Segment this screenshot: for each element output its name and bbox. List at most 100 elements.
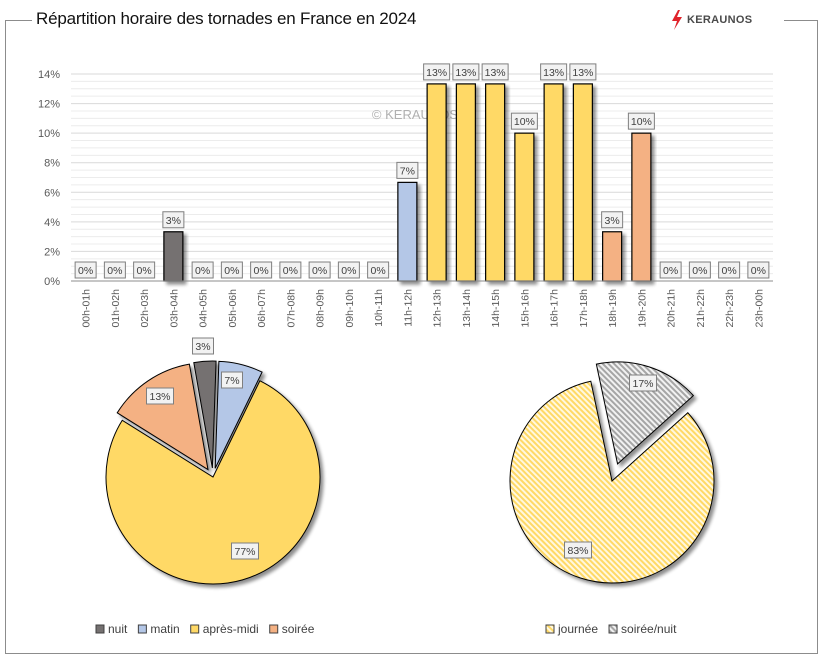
pie-slice-nuit xyxy=(193,360,217,469)
frame-top-right xyxy=(784,20,817,21)
x-tick-label: 00h-01h xyxy=(81,289,93,328)
legend-label-journee: journée xyxy=(557,622,598,636)
x-tick-label: 01h-02h xyxy=(110,289,122,328)
pie-data-label-nuit: 3% xyxy=(195,341,210,353)
bar-data-label: 10% xyxy=(631,116,652,128)
data-label-box xyxy=(423,63,451,81)
bar-data-label: 0% xyxy=(663,265,678,277)
bar-data-labels: 0% 0% 0% 3% 0% 0% 0% 0% 0% 0% 0% 7% 13% 13% 13% 10% 13% 1… xyxy=(74,63,770,279)
legend-swatch-soiree xyxy=(269,624,279,634)
data-label-box xyxy=(279,261,302,279)
data-label-box xyxy=(191,261,214,279)
data-label-box xyxy=(337,261,360,279)
lightning-bolt-icon xyxy=(672,10,682,30)
y-tick-label: 4% xyxy=(44,217,60,229)
bar-16h-17h xyxy=(543,83,564,282)
period-pie-legend: nuit matin après-midi soirée xyxy=(95,622,315,636)
data-label-box xyxy=(74,261,97,279)
pie-data-label-apres_midi: 77% xyxy=(234,546,255,558)
period-pie-chart: 3% 7% 77% 13% xyxy=(105,337,321,585)
data-label-box xyxy=(688,261,711,279)
x-tick-label: 10h-11h xyxy=(373,289,385,327)
frame-top-left xyxy=(5,20,33,21)
bar-13h-14h xyxy=(455,83,476,282)
y-tick-label: 8% xyxy=(44,158,60,170)
bars xyxy=(163,83,652,282)
x-tick-label: 02h-03h xyxy=(139,289,151,328)
data-label-box xyxy=(481,63,509,81)
pie-label-box xyxy=(629,374,657,392)
y-tick-label: 2% xyxy=(44,246,60,258)
legend-label-soiree: soirée xyxy=(282,622,315,636)
data-label-box xyxy=(569,63,597,81)
day-night-pie-legend: journée soirée/nuit xyxy=(545,622,677,636)
data-label-box xyxy=(510,112,538,130)
bar-data-label: 10% xyxy=(514,116,535,128)
bar-data-label: 0% xyxy=(312,265,327,277)
bar-12h-13h xyxy=(426,83,447,282)
bar-data-label: 0% xyxy=(254,265,269,277)
bar-11h-12h xyxy=(397,181,418,282)
x-tick-label: 05h-06h xyxy=(227,289,239,328)
bar-data-label: 0% xyxy=(195,265,210,277)
x-tick-label: 16h-17h xyxy=(549,289,561,328)
x-tick-label: 23h-00h xyxy=(753,289,765,328)
bar-data-label: 13% xyxy=(455,67,476,79)
data-label-box xyxy=(220,261,243,279)
gridlines xyxy=(71,73,773,275)
legend-swatch-soiree_nuit xyxy=(608,624,618,634)
bar-data-label: 0% xyxy=(107,265,122,277)
keraunos-logo: KERAUNOS xyxy=(665,10,759,30)
y-tick-label: 10% xyxy=(38,128,60,140)
bar-data-label: 13% xyxy=(426,67,447,79)
pie-label-box xyxy=(192,337,214,355)
bar-data-label: 0% xyxy=(722,265,737,277)
x-tick-label: 07h-08h xyxy=(285,289,297,328)
day-night-pie-chart: 17% 83% xyxy=(509,361,715,584)
legend-swatch-apres_midi xyxy=(190,624,200,634)
bar-data-label: 13% xyxy=(485,67,506,79)
data-label-box xyxy=(718,261,741,279)
legend-swatch-nuit xyxy=(95,624,105,634)
legend-swatch-matin xyxy=(137,624,147,634)
x-tick-label: 03h-04h xyxy=(168,289,180,328)
y-tick-label: 6% xyxy=(44,187,60,199)
bar-17h-18h xyxy=(572,83,593,282)
bar-data-label: 13% xyxy=(543,67,564,79)
y-tick-label: 12% xyxy=(38,99,60,111)
x-tick-label: 19h-20h xyxy=(636,289,648,328)
x-tick-label: 22h-23h xyxy=(724,289,736,328)
bar-15h-16h xyxy=(514,132,535,282)
legend-label-matin: matin xyxy=(150,622,179,636)
bar-03h-04h xyxy=(163,231,184,282)
bar-data-label: 0% xyxy=(751,265,766,277)
legend-swatch-journee xyxy=(545,624,555,634)
legend-label-soiree_nuit: soirée/nuit xyxy=(621,622,677,636)
bar-data-label: 3% xyxy=(605,215,620,227)
x-tick-label: 20h-21h xyxy=(666,289,678,328)
bar-data-label: 0% xyxy=(137,265,152,277)
y-tick-label: 14% xyxy=(38,69,60,81)
data-label-box xyxy=(308,261,331,279)
pie-slice-apres_midi xyxy=(105,380,321,585)
x-tick-label: 18h-19h xyxy=(607,289,619,328)
bar-14h-15h xyxy=(485,83,506,282)
x-tick-label: 15h-16h xyxy=(519,289,531,328)
chart-title: Répartition horaire des tornades en Fran… xyxy=(32,9,421,29)
data-label-box xyxy=(250,261,273,279)
pie-label-box xyxy=(231,542,259,560)
data-label-box xyxy=(659,261,682,279)
data-label-box xyxy=(452,63,480,81)
bar-19h-20h xyxy=(631,132,652,282)
bar-data-label: 0% xyxy=(283,265,298,277)
bar-data-label: 0% xyxy=(341,265,356,277)
pie-label-box xyxy=(221,371,243,389)
x-tick-label: 13h-14h xyxy=(461,289,473,328)
bar-data-label: 0% xyxy=(224,265,239,277)
pie-label-box xyxy=(564,541,592,559)
pie-slice-journee xyxy=(509,380,715,584)
legend-label-nuit: nuit xyxy=(108,622,128,636)
x-tick-label: 12h-13h xyxy=(432,289,444,328)
x-tick-label: 11h-12h xyxy=(402,289,414,327)
